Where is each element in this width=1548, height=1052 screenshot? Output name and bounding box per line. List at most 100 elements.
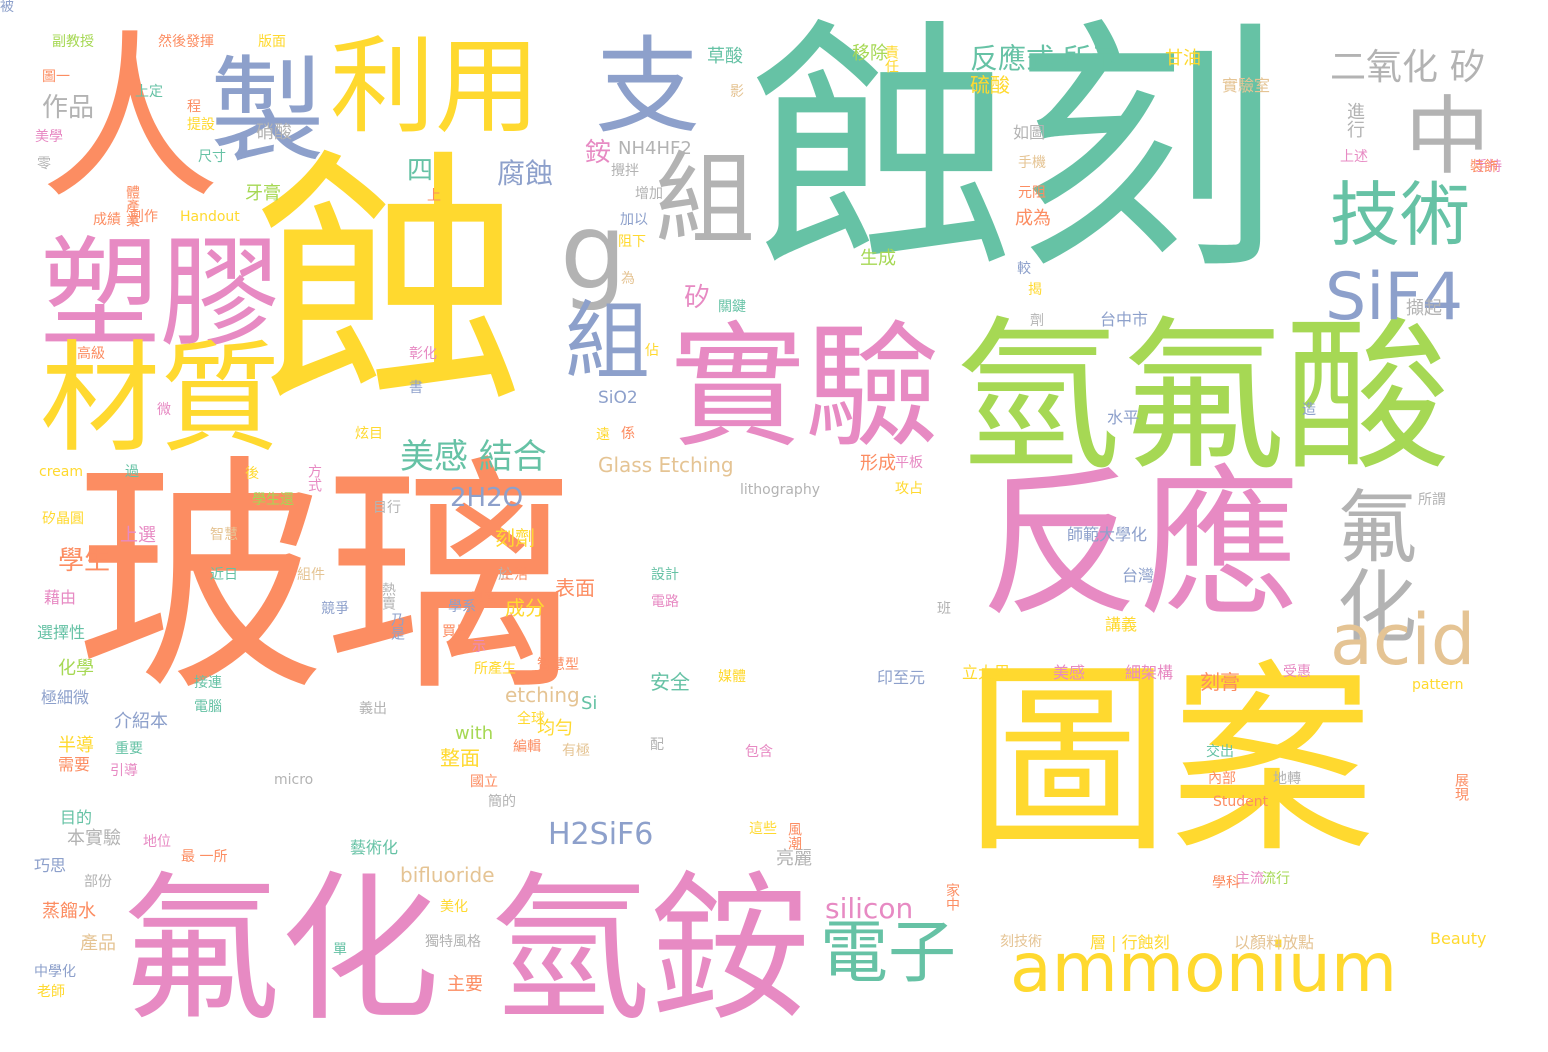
cloud-word: 技術	[1330, 174, 1470, 256]
cloud-word: 美學	[35, 129, 63, 145]
cloud-word: 利用	[330, 26, 541, 148]
cloud-word: 遠	[596, 427, 610, 443]
cloud-word: 蝕	[255, 127, 525, 442]
cloud-word: 牙膏	[245, 183, 281, 204]
cloud-word: 所謂	[1418, 492, 1446, 508]
cloud-word: 美感	[1053, 663, 1086, 682]
cloud-word: 內部	[1208, 771, 1236, 787]
cloud-word: 進行	[1344, 102, 1365, 138]
cloud-word: 氫銨	[490, 856, 811, 1043]
cloud-word: 銨	[585, 138, 612, 168]
cloud-word: 零	[37, 156, 51, 172]
cloud-word: Si	[581, 693, 598, 714]
cloud-word: 半導	[58, 735, 94, 756]
cloud-word: 地轉	[1273, 771, 1301, 787]
cloud-word: Beauty	[1430, 929, 1487, 948]
cloud-word: 目的	[60, 808, 93, 827]
cloud-word: 造	[1302, 402, 1316, 418]
cloud-word: 腐蝕	[497, 157, 554, 190]
cloud-word: 炫目	[355, 426, 383, 442]
cloud-word: 甘油	[1165, 48, 1201, 69]
cloud-word: etching	[505, 683, 580, 707]
cloud-word: 全球	[517, 711, 545, 727]
cloud-word: 劑	[1030, 313, 1044, 329]
cloud-word: 移除	[852, 43, 888, 64]
cloud-word: 選擇性	[37, 623, 86, 642]
cloud-word: 主要	[447, 974, 483, 995]
cloud-word: 成績	[93, 212, 121, 228]
cloud-word: cream	[39, 464, 83, 480]
cloud-word: 生成	[860, 248, 896, 269]
cloud-word: 化學	[58, 658, 94, 679]
cloud-word: 中	[1405, 88, 1491, 187]
cloud-word: 有極	[562, 743, 590, 759]
cloud-word: 近日	[210, 567, 238, 583]
cloud-word: 高級	[77, 346, 105, 362]
cloud-word: 圖案	[965, 643, 1375, 881]
cloud-word: 老師	[37, 984, 65, 1000]
cloud-word: 極細微	[41, 688, 90, 707]
cloud-word: NH4HF2	[618, 138, 692, 159]
cloud-word: 版面	[258, 34, 286, 50]
cloud-word: 立大里	[962, 663, 1011, 682]
cloud-word: 四	[407, 156, 434, 186]
cloud-word: 配	[650, 737, 664, 753]
cloud-word: 印至元	[877, 668, 926, 687]
cloud-word: 反應	[980, 451, 1301, 638]
cloud-word: 副教授	[52, 34, 94, 50]
cloud-word: 氟化	[120, 856, 441, 1043]
cloud-word: 交出	[1206, 744, 1234, 760]
cloud-word: 組	[565, 293, 651, 392]
cloud-word: 美感 結合	[400, 437, 547, 477]
cloud-word: 學生	[58, 546, 111, 576]
cloud-word: 流行	[1262, 871, 1290, 887]
cloud-word: H2SiF6	[548, 817, 654, 852]
cloud-word: 最 一所	[181, 849, 228, 865]
cloud-word: 風潮	[786, 822, 802, 850]
cloud-word: 部份	[84, 874, 112, 890]
cloud-word: 攪拌	[611, 163, 639, 179]
cloud-word: Handout	[180, 209, 240, 225]
cloud-word: 矽	[684, 283, 711, 313]
cloud-word: 刻技術	[1000, 934, 1042, 950]
cloud-word: 電子	[820, 914, 957, 993]
cloud-word: bifluoride	[400, 863, 495, 887]
cloud-word: 國立	[470, 774, 498, 790]
cloud-word: 塑膠	[40, 225, 280, 364]
cloud-word: 接連	[194, 675, 222, 691]
cloud-word: 買是	[442, 624, 470, 640]
cloud-word: 為	[621, 271, 635, 287]
cloud-word: silicon	[825, 892, 914, 925]
cloud-word: 受惠	[1283, 664, 1311, 680]
cloud-word: 實驗室	[1222, 76, 1271, 95]
cloud-word: 主流	[1236, 871, 1264, 887]
cloud-word: 展現	[1453, 773, 1469, 801]
cloud-word: acid	[1330, 599, 1476, 681]
cloud-word: 整面	[440, 746, 480, 770]
cloud-word: 這些	[749, 821, 777, 837]
cloud-word: 硝酸	[256, 122, 292, 143]
cloud-word: 2H2O	[450, 483, 524, 513]
cloud-word: 電腦	[194, 699, 222, 715]
cloud-word: 元阻	[1018, 185, 1046, 201]
cloud-word: 增加	[635, 186, 663, 202]
cloud-word: 蝕刻	[750, 0, 1280, 306]
cloud-word: 上	[427, 188, 441, 204]
cloud-word: 實驗	[670, 309, 940, 466]
cloud-word: 硫酸	[970, 73, 1010, 97]
cloud-word: 編輯	[513, 739, 541, 755]
cloud-word: 刻膏	[1200, 670, 1240, 694]
cloud-word: 細架構	[1125, 663, 1174, 682]
cloud-word: 示	[472, 639, 486, 655]
cloud-word: 思實	[470, 591, 498, 607]
cloud-word: 書	[409, 380, 423, 396]
cloud-word: 成為	[1015, 208, 1051, 229]
cloud-word: 亮麗	[776, 848, 812, 869]
cloud-word: 蒸餾水	[42, 901, 96, 922]
cloud-word: 然後發揮	[158, 34, 214, 50]
cloud-word: 阻下	[618, 234, 646, 250]
cloud-word: 組	[655, 141, 755, 258]
cloud-word: 影	[730, 84, 744, 100]
cloud-word: with	[455, 723, 494, 744]
